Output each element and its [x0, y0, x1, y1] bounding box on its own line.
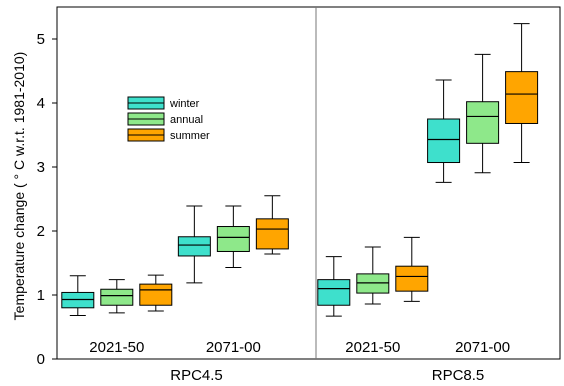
- box-winter: [427, 79, 461, 183]
- scenario-label: RPC8.5: [432, 367, 485, 384]
- box-summer: [505, 23, 539, 164]
- box-summer: [139, 274, 173, 312]
- box-iqr: [139, 283, 173, 306]
- plot-frame: [56, 6, 561, 360]
- period-label: 2071-00: [206, 339, 261, 356]
- box-winter: [177, 205, 211, 284]
- box-summer: [395, 236, 429, 302]
- period-label: 2021-50: [89, 339, 144, 356]
- y-tick-label: 1: [37, 287, 45, 304]
- y-axis-label: Temperature change ( ° C w.r.t. 1981-201…: [11, 52, 27, 321]
- box-iqr: [466, 101, 500, 144]
- period-label: 2021-50: [345, 339, 400, 356]
- box-iqr: [216, 226, 250, 252]
- box-iqr: [356, 273, 390, 294]
- box-summer: [255, 195, 289, 255]
- box-series: [61, 23, 539, 317]
- legend-label: annual: [170, 114, 203, 126]
- box-iqr: [100, 288, 134, 306]
- box-iqr: [427, 118, 461, 164]
- box-annual: [356, 246, 390, 305]
- box-iqr: [395, 265, 429, 292]
- box-winter: [317, 256, 351, 317]
- y-tick-label: 0: [37, 351, 45, 368]
- legend-label: winter: [169, 98, 200, 110]
- box-annual: [216, 205, 250, 268]
- box-iqr: [317, 279, 351, 306]
- legend-label: summer: [170, 130, 210, 142]
- y-tick-label: 3: [37, 159, 45, 176]
- legend: winter annual summer: [127, 96, 210, 142]
- box-annual: [466, 53, 500, 174]
- y-axis-ticks: 0 1 2 3 4 5: [37, 31, 57, 368]
- box-iqr: [255, 218, 289, 250]
- y-tick-label: 5: [37, 31, 45, 48]
- scenario-label: RPC4.5: [170, 367, 223, 384]
- y-tick-label: 2: [37, 223, 45, 240]
- box-annual: [100, 279, 134, 314]
- box-winter: [61, 275, 95, 316]
- box-iqr: [61, 291, 95, 309]
- period-labels: 2021-50 2071-00 2021-50 2071-00: [89, 339, 510, 356]
- scenario-labels: RPC4.5 RPC8.5: [170, 367, 484, 384]
- y-tick-label: 4: [37, 95, 45, 112]
- box-iqr: [177, 236, 211, 257]
- period-label: 2071-00: [455, 339, 510, 356]
- box-iqr: [505, 71, 539, 124]
